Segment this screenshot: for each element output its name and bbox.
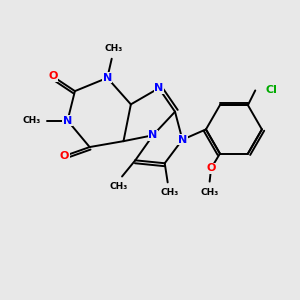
Text: O: O — [48, 71, 58, 81]
Text: N: N — [148, 130, 158, 140]
Text: Cl: Cl — [266, 85, 278, 95]
Text: CH₃: CH₃ — [160, 188, 178, 197]
Text: CH₃: CH₃ — [110, 182, 128, 191]
Text: N: N — [63, 116, 72, 126]
Text: N: N — [154, 83, 164, 93]
Text: N: N — [178, 135, 187, 145]
Text: N: N — [103, 73, 112, 83]
Text: CH₃: CH₃ — [104, 44, 122, 53]
Text: O: O — [206, 163, 216, 173]
Text: CH₃: CH₃ — [22, 116, 40, 125]
Text: CH₃: CH₃ — [200, 188, 219, 197]
Text: O: O — [60, 151, 69, 161]
